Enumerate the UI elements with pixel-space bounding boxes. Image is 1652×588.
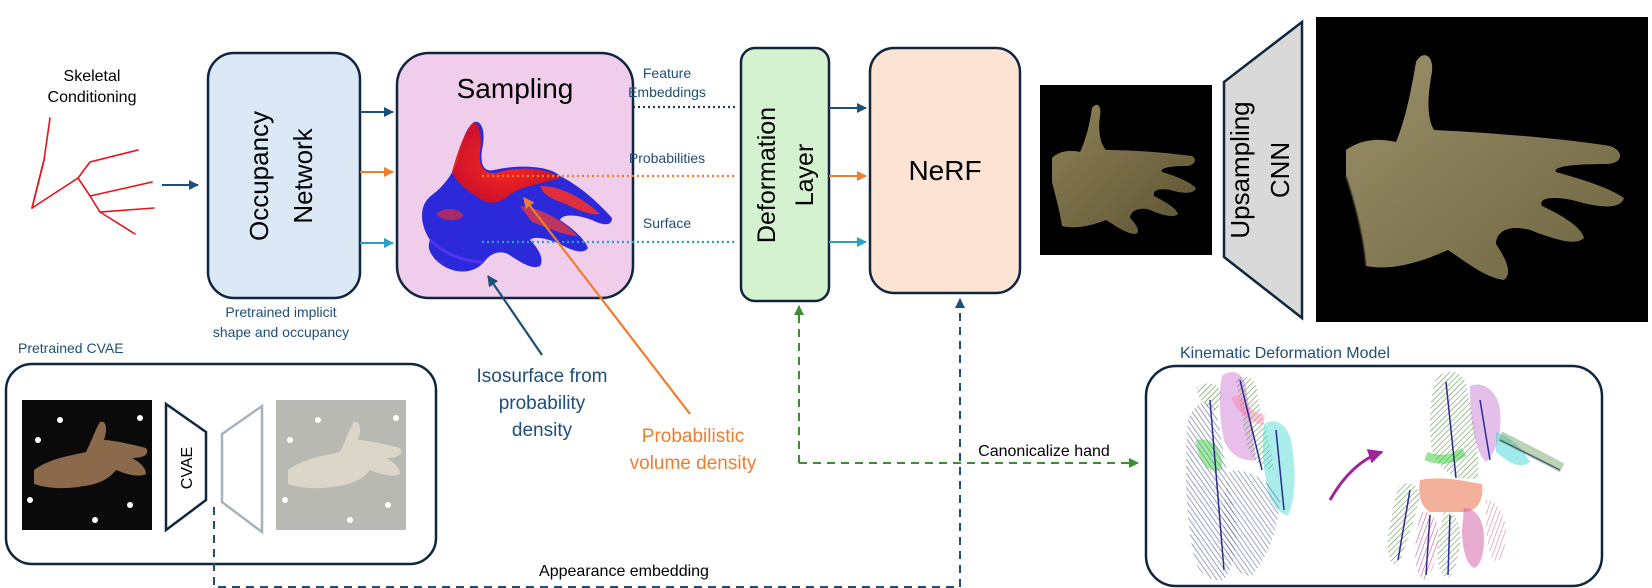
feature-label-line2: Embeddings (628, 84, 706, 100)
sampling-title: Sampling (457, 73, 574, 104)
isosurface-pointer-arrow (487, 275, 543, 356)
isosurface-label-line1: Isosurface from (477, 366, 608, 387)
probabilistic-label-line1: Probabilistic (642, 426, 744, 447)
surface-label: Surface (643, 215, 691, 231)
occupancy-caption-line2: shape and occupancy (213, 324, 349, 340)
occupancy-label-line1: Occupancy (244, 111, 274, 241)
deformation-layer-box (739, 46, 831, 303)
nerf-title: NeRF (908, 155, 981, 186)
canonicalize-label: Canonicalize hand (978, 443, 1110, 460)
appearance-embedding-path (213, 298, 965, 588)
nerf-box (868, 46, 1022, 295)
skeletal-label-line1: Skeletal (64, 68, 121, 85)
isosurface-label-line3: density (512, 420, 573, 441)
cvae-output-image (276, 400, 406, 530)
cvae-decoder-shape (220, 403, 264, 535)
probability-hand-render (422, 121, 612, 272)
probabilistic-label-line2: volume density (630, 453, 757, 474)
cvae-encoder-shape (164, 401, 208, 533)
cvae-caption: Pretrained CVAE (18, 340, 124, 356)
highres-hand-render (1316, 17, 1648, 322)
kinematic-hand-canonical (1387, 371, 1565, 580)
cvae-encoder-label: CVAE (179, 447, 196, 489)
occupancy-label-line2: Network (288, 127, 318, 223)
probabilities-label: Probabilities (629, 150, 705, 166)
isosurface-label-line2: probability (499, 393, 586, 414)
deformation-label-line2: Layer (791, 144, 819, 207)
upsampling-cnn-trapezoid (1222, 19, 1304, 321)
skeleton-sketch (31, 117, 155, 235)
kinematic-hand-posed (1186, 372, 1295, 581)
lowres-hand-render (1040, 85, 1212, 255)
probabilistic-pointer-arrow (523, 197, 691, 415)
deformation-label-line1: Deformation (753, 107, 781, 243)
upsampling-label-line1: Upsampling (1225, 101, 1255, 238)
feature-label-line1: Feature (643, 65, 691, 81)
kinematic-transform-arrow (1328, 449, 1384, 501)
appearance-embedding-label: Appearance embedding (539, 563, 709, 580)
skeletal-label-line2: Conditioning (48, 89, 137, 106)
occupancy-caption-line1: Pretrained implicit (225, 304, 336, 320)
kinematic-title: Kinematic Deformation Model (1180, 345, 1390, 362)
cvae-input-image (22, 400, 152, 530)
occupancy-network-box (206, 51, 362, 300)
upsampling-label-line2: CNN (1265, 142, 1295, 198)
